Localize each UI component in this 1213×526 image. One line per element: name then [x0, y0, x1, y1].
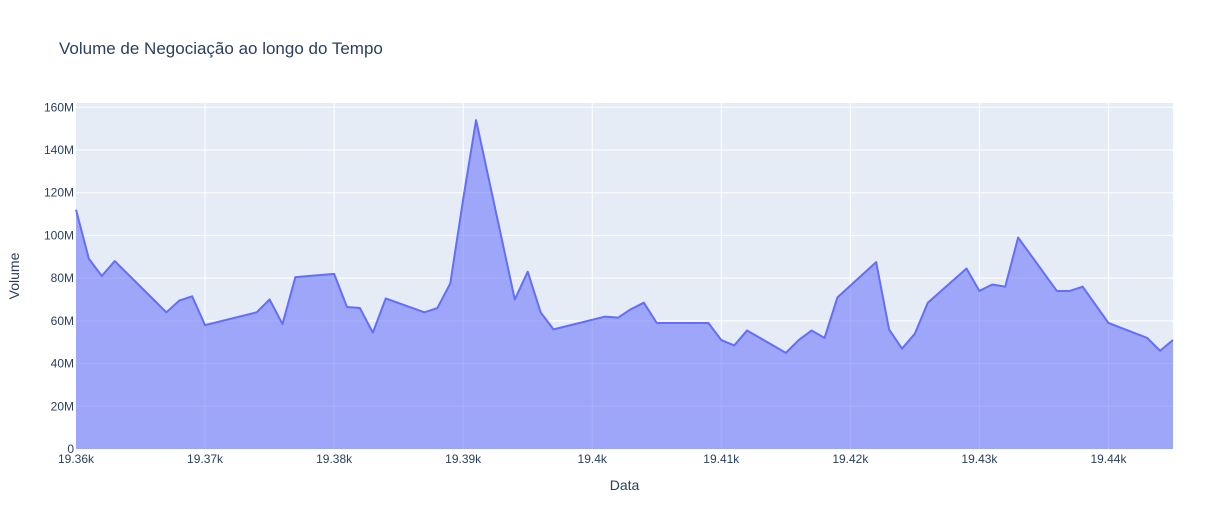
- y-tick-label: 80M: [51, 271, 74, 285]
- y-tick-label: 100M: [44, 228, 74, 242]
- x-tick-label: 19.36k: [58, 452, 95, 466]
- y-tick-label: 120M: [44, 186, 74, 200]
- x-tick-label: 19.39k: [445, 452, 482, 466]
- x-tick-label: 19.4k: [578, 452, 608, 466]
- volume-area-fill: [76, 120, 1173, 449]
- volume-series-line: [75, 119, 1174, 354]
- x-tick-label: 19.41k: [703, 452, 740, 466]
- y-tick-label: 140M: [44, 143, 74, 157]
- y-tick-label: 60M: [51, 314, 74, 328]
- y-tick-label: 40M: [51, 357, 74, 371]
- y-tick-label: 20M: [51, 399, 74, 413]
- y-axis-title: Volume: [6, 252, 22, 299]
- x-tick-label: 19.44k: [1090, 452, 1127, 466]
- x-tick-label: 19.38k: [316, 452, 353, 466]
- y-tick-label: 160M: [44, 100, 74, 114]
- chart-title: Volume de Negociação ao longo do Tempo: [59, 39, 383, 58]
- x-tick-label: 19.42k: [832, 452, 869, 466]
- y-tick-label: 0: [67, 442, 74, 456]
- x-tick-label: 19.37k: [187, 452, 224, 466]
- x-axis-title: Data: [610, 477, 640, 493]
- y-tick-labels: 0 20M 40M 60M 80M 100M 120M 140M 160M: [44, 100, 74, 456]
- x-tick-label: 19.43k: [961, 452, 998, 466]
- x-tick-labels: 19.36k 19.37k 19.38k 19.39k 19.4k 19.41k 19.42…: [58, 452, 1127, 466]
